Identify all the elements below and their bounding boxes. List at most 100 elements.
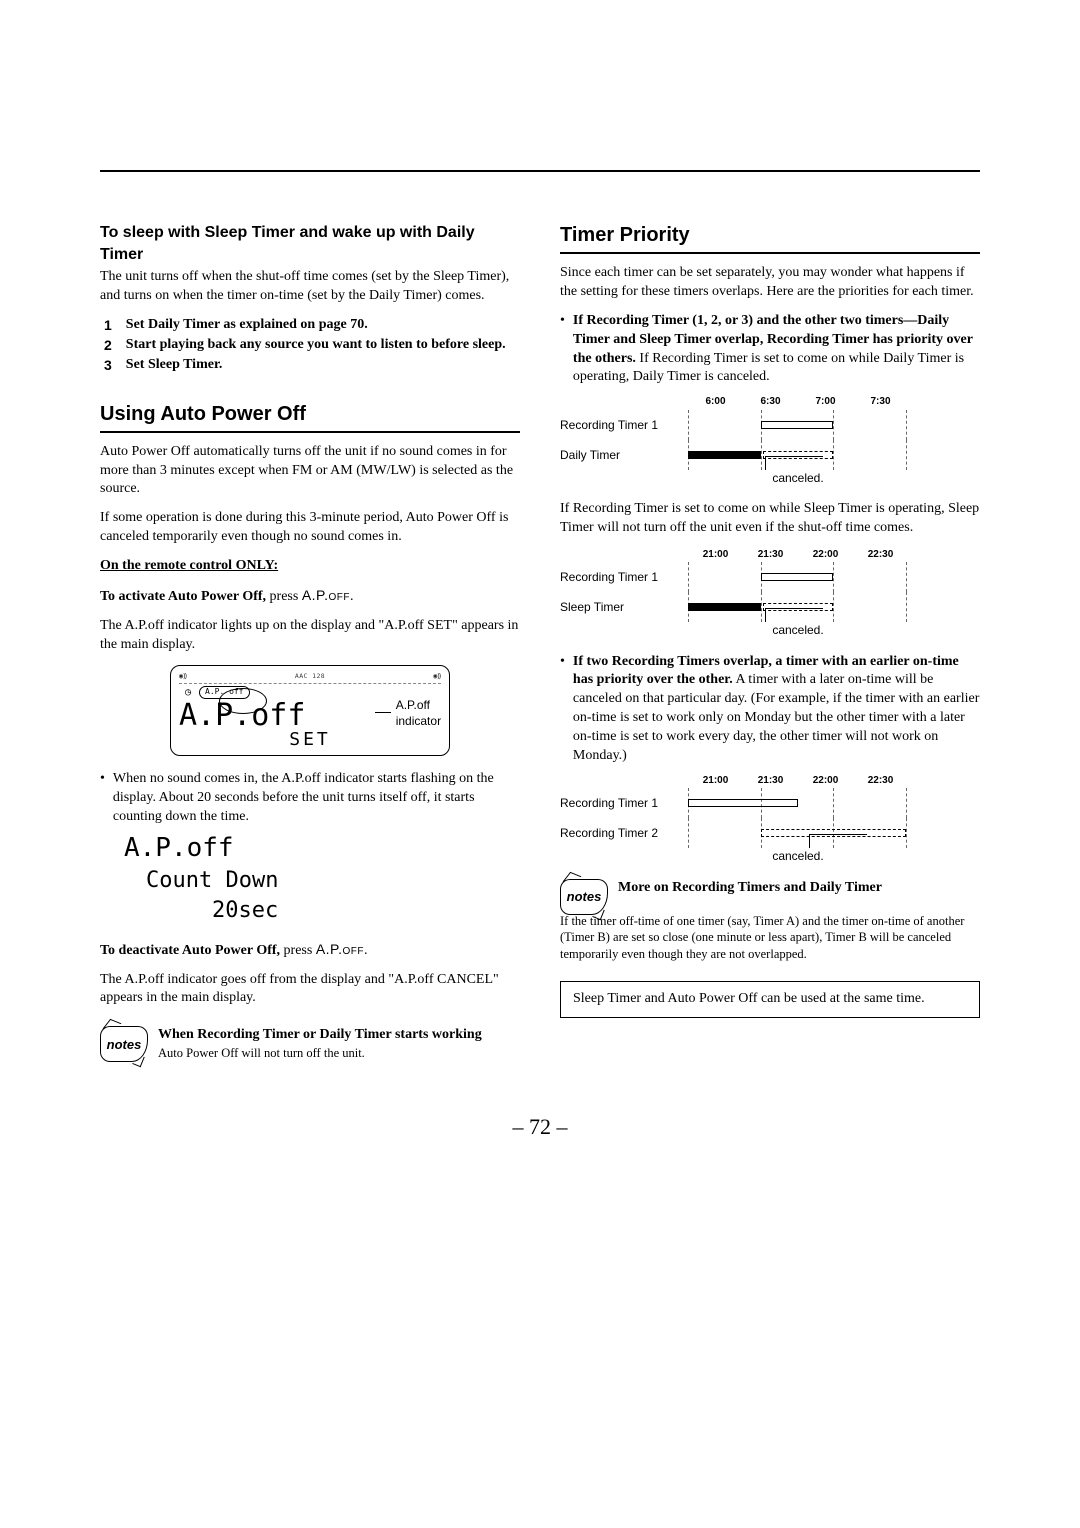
notes-icon: notes bbox=[100, 1026, 148, 1062]
remote-only: On the remote control ONLY: bbox=[100, 557, 520, 576]
apoff-key: A.P.off bbox=[316, 941, 364, 957]
notes-block: notes When Recording Timer or Daily Time… bbox=[100, 1026, 520, 1062]
apo-p1: Auto Power Off automatically turns off t… bbox=[100, 443, 520, 500]
section-rule bbox=[100, 431, 520, 433]
chart2-row0: Recording Timer 1 bbox=[560, 569, 688, 585]
chart-lane bbox=[688, 818, 908, 848]
countdown-display: A.P.off Count Down 20sec bbox=[124, 831, 520, 925]
chart1-row1: Daily Timer bbox=[560, 447, 688, 463]
lcd-source: AAC 128 bbox=[295, 672, 325, 681]
notes-text: More on Recording Timers and Daily Timer bbox=[618, 879, 882, 898]
apo-activate: To activate Auto Power Off, press A.P.of… bbox=[100, 586, 520, 607]
apo-heading: Using Auto Power Off bbox=[100, 401, 520, 428]
notes-title: When Recording Timer or Daily Timer star… bbox=[158, 1026, 482, 1045]
rec-timer1-bar bbox=[688, 799, 798, 807]
step-num: 3 bbox=[104, 356, 112, 375]
sleep-wake-intro: The unit turns off when the shut-off tim… bbox=[100, 268, 520, 306]
priority-bullet-1: • If Recording Timer (1, 2, or 3) and th… bbox=[560, 312, 980, 388]
chart2-row1: Sleep Timer bbox=[560, 599, 688, 615]
mid-para: If Recording Timer is set to come on whi… bbox=[560, 500, 980, 538]
notes-body: If the timer off-time of one timer (say,… bbox=[560, 913, 980, 964]
canceled-label: canceled. bbox=[688, 848, 908, 864]
priority-intro: Since each timer can be set separately, … bbox=[560, 264, 980, 302]
timer-priority-heading: Timer Priority bbox=[560, 222, 980, 249]
callout-oval bbox=[219, 688, 267, 714]
timer-chart-3: 21:00 21:30 22:00 22:30 Recording Timer … bbox=[560, 774, 980, 865]
chart-lane bbox=[688, 788, 908, 818]
countdown-l2: Count Down bbox=[146, 866, 520, 896]
bullet-dot: • bbox=[100, 770, 105, 827]
callout-text: A.P.off indicator bbox=[396, 697, 450, 729]
chart1-row0: Recording Timer 1 bbox=[560, 417, 688, 433]
apo-p2: If some operation is done during this 3-… bbox=[100, 509, 520, 547]
chart3-t0: 21:00 bbox=[688, 774, 743, 789]
step-text: Set Daily Timer as explained on page 70. bbox=[126, 316, 368, 335]
chart1-t2: 7:00 bbox=[798, 395, 853, 410]
press-word: press bbox=[284, 943, 316, 958]
nosound-text: When no sound comes in, the A.P.off indi… bbox=[113, 770, 520, 827]
nosound-bullet: • When no sound comes in, the A.P.off in… bbox=[100, 770, 520, 827]
chart3-t2: 22:00 bbox=[798, 774, 853, 789]
list-item: 1 Set Daily Timer as explained on page 7… bbox=[104, 316, 520, 335]
apo-deactivate: To deactivate Auto Power Off, press A.P.… bbox=[100, 940, 520, 961]
lcd-display: ◉⸩ AAC 128 ◉⸩ ◷ A.P. off A.P.off SET A.P… bbox=[170, 665, 450, 757]
canceled-label: canceled. bbox=[688, 470, 908, 486]
chart3-row1: Recording Timer 2 bbox=[560, 825, 688, 841]
speaker-icon: ◉⸩ bbox=[179, 672, 187, 681]
sleep-timer-bar-canceled bbox=[763, 603, 833, 611]
daily-timer-bar-active bbox=[688, 451, 761, 459]
press-word: press bbox=[270, 589, 302, 604]
sleep-wake-steps: 1 Set Daily Timer as explained on page 7… bbox=[104, 316, 520, 375]
apo-deactivate-body: The A.P.off indicator goes off from the … bbox=[100, 971, 520, 1009]
chart-lane bbox=[688, 440, 908, 470]
step-num: 1 bbox=[104, 316, 112, 335]
rec-timer2-bar-canceled bbox=[761, 829, 906, 837]
daily-timer-bar-canceled bbox=[763, 451, 833, 459]
chart2-t2: 22:00 bbox=[798, 548, 853, 563]
apoff-indicator-callout: A.P.off indicator bbox=[375, 697, 450, 729]
chart2-t1: 21:30 bbox=[743, 548, 798, 563]
notes-body: Auto Power Off will not turn off the uni… bbox=[158, 1045, 482, 1062]
section-rule bbox=[560, 252, 980, 254]
notes-text: When Recording Timer or Daily Timer star… bbox=[158, 1026, 482, 1062]
chart3-t1: 21:30 bbox=[743, 774, 798, 789]
priority-bullet-2: • If two Recording Timers overlap, a tim… bbox=[560, 653, 980, 766]
countdown-l3: 20sec bbox=[212, 896, 520, 926]
apoff-key: A.P.off bbox=[302, 587, 350, 603]
lcd-set-text: SET bbox=[179, 731, 441, 750]
lcd-scale-icons: ◉⸩ AAC 128 ◉⸩ bbox=[179, 672, 441, 681]
speaker-icon: ◉⸩ bbox=[433, 672, 441, 681]
rec-timer-bar bbox=[761, 573, 834, 581]
list-item: 3 Set Sleep Timer. bbox=[104, 356, 520, 375]
rec-timer-bar bbox=[761, 421, 834, 429]
timer-chart-1: 6:00 6:30 7:00 7:30 Recording Timer 1 Da… bbox=[560, 395, 980, 486]
chart2-t3: 22:30 bbox=[853, 548, 908, 563]
timer-chart-2: 21:00 21:30 22:00 22:30 Recording Timer … bbox=[560, 548, 980, 639]
chart2-t0: 21:00 bbox=[688, 548, 743, 563]
info-box: Sleep Timer and Auto Power Off can be us… bbox=[560, 981, 980, 1018]
notes-icon: notes bbox=[560, 879, 608, 915]
sleep-timer-bar-active bbox=[688, 603, 761, 611]
chart1-t0: 6:00 bbox=[688, 395, 743, 410]
step-text: Start playing back any source you want t… bbox=[126, 336, 506, 355]
step-num: 2 bbox=[104, 336, 112, 355]
sleep-wake-heading: To sleep with Sleep Timer and wake up wi… bbox=[100, 222, 520, 265]
chart1-t3: 7:30 bbox=[853, 395, 908, 410]
activate-prefix: To activate Auto Power Off, bbox=[100, 589, 270, 604]
bullet-dot: • bbox=[560, 312, 565, 388]
right-column: Timer Priority Since each timer can be s… bbox=[560, 222, 980, 1062]
notes-block: notes More on Recording Timers and Daily… bbox=[560, 879, 980, 915]
page-number: – 72 – bbox=[100, 1112, 980, 1142]
chart3-t3: 22:30 bbox=[853, 774, 908, 789]
deactivate-prefix: To deactivate Auto Power Off, bbox=[100, 943, 284, 958]
left-column: To sleep with Sleep Timer and wake up wi… bbox=[100, 222, 520, 1062]
countdown-l1: A.P.off bbox=[124, 831, 520, 866]
page-body: To sleep with Sleep Timer and wake up wi… bbox=[100, 170, 980, 1062]
chart-lane bbox=[688, 562, 908, 592]
canceled-label: canceled. bbox=[688, 622, 908, 638]
bullet-dot: • bbox=[560, 653, 565, 766]
step-text: Set Sleep Timer. bbox=[126, 356, 223, 375]
chart-lane bbox=[688, 592, 908, 622]
chart3-row0: Recording Timer 1 bbox=[560, 795, 688, 811]
apo-activate-body: The A.P.off indicator lights up on the d… bbox=[100, 617, 520, 655]
